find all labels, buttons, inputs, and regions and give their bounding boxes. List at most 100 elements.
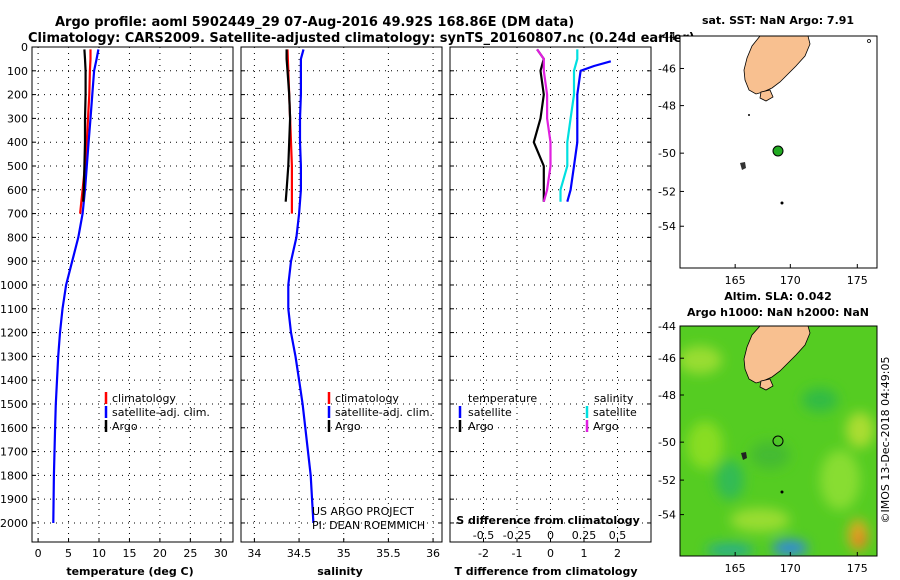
x-tick-label: 34	[247, 547, 261, 560]
legend-label-climatology: climatology	[335, 392, 399, 405]
lat-tick-label: -48	[658, 100, 676, 113]
temperature-legend: climatology satellite-adj. clim. Argo	[104, 392, 210, 433]
profile-location-marker	[772, 145, 784, 157]
depth-tick-labels: 0 100 200 300 400 500 600 700 800 900 1000 1100 1200…	[0, 41, 28, 530]
lon-tick-label: 170	[780, 274, 801, 287]
series-line-salinity-satellite	[559, 49, 579, 202]
x-tick-label: 35	[337, 547, 351, 560]
depth-tick-label: 800	[7, 231, 28, 244]
salinity-axes-frame	[240, 46, 443, 543]
credit-line1: US ARGO PROJECT	[312, 505, 414, 518]
lon-tick-label: 175	[847, 562, 868, 575]
land-auckland-islands	[740, 162, 746, 170]
temperature-series	[52, 49, 100, 524]
temperature-panel: 0100200300400500600700800900100011001200…	[0, 41, 234, 578]
depth-tick-label: 900	[7, 255, 28, 268]
sst-map-frame	[679, 35, 878, 269]
salinity-difference-tick-labels: -0.5 -0.25 0 0.25 0.5	[473, 529, 626, 542]
series-line-satellite-adj-clim-	[287, 49, 315, 524]
lon-tick-label: 165	[725, 274, 746, 287]
x-tick-label: 20	[153, 547, 167, 560]
x-tick-label: 2	[614, 547, 621, 560]
legend-label-argo: Argo	[335, 420, 361, 433]
salinity-panel: 34 34.5 35 35.5 36 salinity climatology sate…	[240, 46, 443, 578]
salinity-series	[284, 49, 315, 524]
lat-tick-label: -46	[658, 62, 676, 75]
land-stewart-island	[759, 378, 774, 391]
x-tick-label: 30	[214, 547, 228, 560]
sla-map-panel: Altim. SLA: 0.042 Argo h1000: NaN h2000:…	[658, 290, 892, 575]
land-south-island	[743, 326, 811, 384]
x-tick-label: 1	[581, 547, 588, 560]
land-islet	[867, 39, 871, 43]
difference-grid	[450, 46, 651, 542]
lon-tick-label: 170	[780, 562, 801, 575]
legend-label-t-argo: Argo	[468, 420, 494, 433]
lat-tick-label: -48	[658, 389, 676, 402]
depth-tick-label: 1400	[0, 374, 28, 387]
imos-watermark: ©IMOS 13-Dec-2018 04:49:05	[879, 357, 892, 524]
land-campbell-island	[780, 490, 784, 494]
difference-series	[532, 48, 612, 202]
x-tick-label: 15	[122, 547, 136, 560]
figure-title-line2: Climatology: CARS2009. Satellite-adjuste…	[28, 31, 695, 46]
x-tick-label: 0	[35, 547, 42, 560]
difference-legend: temperature satellite Argo salinity sate…	[458, 392, 637, 433]
legend-label-s-satellite: satellite	[593, 406, 637, 419]
depth-tick-label: 1200	[0, 327, 28, 340]
difference-tick-labels: -2 -1 0 1 2	[478, 547, 621, 560]
depth-tick-label: 400	[7, 136, 28, 149]
x-tick-label: 36	[426, 547, 440, 560]
depth-tick-label: 1800	[0, 469, 28, 482]
lat-tick-label: -44	[658, 320, 676, 333]
sla-map-title1: Altim. SLA: 0.042	[724, 290, 831, 303]
sla-map-title2: Argo h1000: NaN h2000: NaN	[687, 306, 869, 319]
salinity-tick-labels: 34 34.5 35 35.5 36	[247, 547, 440, 560]
temperature-axes-frame	[31, 46, 234, 543]
legend-label-satellite: satellite-adj. clim.	[335, 406, 433, 419]
land-auckland-islands	[741, 452, 747, 460]
figure-title-line1: Argo profile: aoml 5902449_29 07-Aug-201…	[55, 15, 574, 30]
lat-tick-label: -54	[658, 220, 676, 233]
depth-tick-label: 200	[7, 89, 28, 102]
depth-tick-label: 100	[7, 65, 28, 78]
difference-panel: -2 -1 0 1 2 -0.5 -0.25 0 0.25 0.5 T difference f…	[449, 46, 652, 578]
depth-tick-label: 1700	[0, 446, 28, 459]
land-stewart-island	[759, 89, 774, 102]
s-tick-label: 0	[547, 529, 554, 542]
x-tick-label: 34.5	[287, 547, 312, 560]
x-tick-label: 25	[183, 547, 197, 560]
legend-label-argo: Argo	[112, 420, 138, 433]
sst-map-title: sat. SST: NaN Argo: 7.91	[702, 14, 854, 27]
series-line-temperature-satellite	[566, 60, 612, 202]
sst-map-lon-labels: 165 170 175	[725, 264, 868, 287]
depth-tick-label: 1500	[0, 398, 28, 411]
sla-map-content	[680, 326, 877, 556]
difference-xlabel: T difference from climatology	[454, 565, 637, 578]
temperature-xlabel: temperature (deg C)	[66, 565, 193, 578]
profile-location-marker	[772, 435, 784, 447]
x-tick-label: -1	[512, 547, 523, 560]
legend-label-s-argo: Argo	[593, 420, 619, 433]
lat-tick-label: -50	[658, 436, 676, 449]
legend-label-climatology: climatology	[112, 392, 176, 405]
series-line-satellite-adj-clim-	[52, 49, 100, 524]
difference-x2label: S difference from climatology	[456, 514, 640, 527]
lat-tick-label: -44	[658, 30, 676, 43]
depth-tick-label: 600	[7, 184, 28, 197]
s-tick-label: -0.25	[503, 529, 531, 542]
s-tick-label: -0.5	[473, 529, 494, 542]
series-line-salinity-argo	[536, 48, 552, 202]
lat-tick-label: -52	[658, 474, 676, 487]
credit-line2: PI: DEAN ROEMMICH	[312, 519, 425, 532]
salinity-grid	[241, 46, 442, 542]
salinity-legend: climatology satellite-adj. clim. Argo	[327, 392, 433, 433]
x-tick-label: 0	[547, 547, 554, 560]
sst-map-panel: sat. SST: NaN Argo: 7.91 -44 -46 -48 -50 -52…	[658, 14, 878, 287]
legend-header-temperature: temperature	[468, 392, 537, 405]
lon-tick-label: 165	[725, 562, 746, 575]
sla-map-lon-labels: 165 170 175	[725, 552, 868, 575]
depth-tick-label: 0	[21, 41, 28, 54]
depth-tick-label: 1100	[0, 303, 28, 316]
lat-tick-label: -52	[658, 185, 676, 198]
